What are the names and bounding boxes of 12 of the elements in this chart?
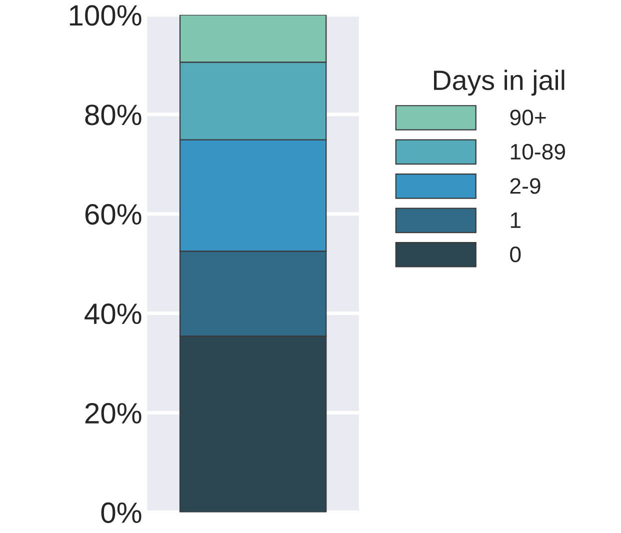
legend-label: 0 [510, 246, 521, 262]
legend-label: 10-89 [510, 144, 565, 160]
y-tick-label: 20% [85, 402, 142, 424]
y-tick-label: 100% [70, 5, 142, 26]
legend-label: 90+ [510, 110, 546, 126]
y-tick-label: 80% [85, 104, 142, 126]
legend-title: Days in jail [434, 70, 564, 96]
y-tick-label: 40% [84, 304, 142, 324]
legend-label: 2-9 [510, 178, 540, 194]
y-tick-label: 60% [85, 204, 142, 225]
legend-label: 1 [510, 212, 520, 228]
y-tick-label: 0% [101, 502, 142, 524]
